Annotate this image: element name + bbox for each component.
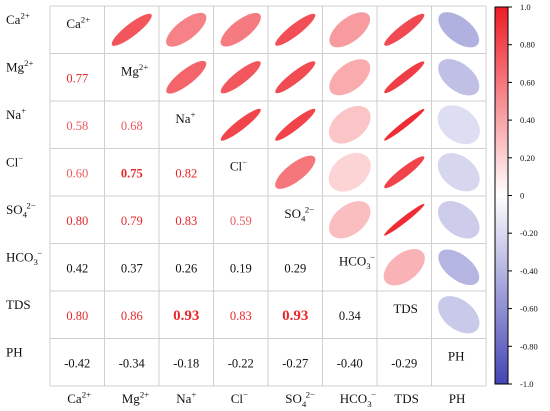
correlation-ellipse [437, 153, 480, 192]
correlation-value: 0.60 [66, 166, 88, 180]
correlation-ellipse [111, 13, 152, 46]
correlation-value: 0.93 [173, 308, 199, 324]
correlation-value: -0.18 [173, 356, 199, 370]
correlation-value: 0.59 [230, 214, 252, 228]
correlation-ellipse [437, 201, 480, 239]
correlation-ellipse [220, 61, 261, 94]
correlation-ellipse [329, 12, 371, 48]
colorbar-tick-label: -0.60 [520, 304, 538, 314]
column-label: Cl− [231, 390, 248, 406]
row-label: HCO3− [6, 248, 42, 267]
correlation-value: 0.42 [66, 261, 88, 275]
correlation-ellipse [438, 12, 480, 48]
column-label: PH [449, 391, 466, 406]
row-label: Mg2+ [6, 58, 33, 74]
colorbar-tick-label: 0.40 [520, 115, 535, 125]
correlation-value: 0.19 [230, 261, 252, 275]
column-label: Na+ [176, 390, 196, 406]
correlation-ellipse [275, 61, 316, 94]
correlation-ellipse [329, 201, 371, 239]
correlation-value: -0.42 [64, 356, 90, 370]
row-label: PH [6, 344, 23, 359]
correlation-ellipse [384, 203, 425, 236]
correlation-value: -0.27 [282, 356, 308, 370]
diagonal-label: HCO3− [339, 252, 375, 271]
grid-lines [49, 5, 487, 387]
diagonal-label: Ca2+ [66, 14, 90, 30]
correlation-value: 0.86 [121, 309, 143, 323]
column-label: HCO3− [340, 390, 376, 409]
colorbar-tick-label: -0.40 [520, 266, 538, 276]
correlation-ellipse [383, 249, 425, 286]
column-label: SO42− [285, 390, 315, 409]
correlation-ellipse [384, 61, 425, 94]
correlation-ellipse [384, 156, 425, 189]
colorbar-tick-label: 0 [520, 191, 524, 201]
correlation-value: 0.82 [175, 166, 197, 180]
correlation-value: 0.75 [121, 166, 143, 180]
column-label: TDS [394, 391, 419, 406]
correlation-ellipse [275, 13, 316, 46]
correlation-value: 0.83 [230, 309, 252, 323]
row-label: Na+ [6, 105, 26, 121]
colorbar-tick-label: 0.60 [520, 77, 535, 87]
correlation-value: 0.77 [66, 71, 88, 85]
column-label: Mg2+ [122, 390, 149, 406]
correlation-ellipse [166, 12, 207, 47]
correlation-ellipse [220, 12, 261, 47]
correlation-value: -0.22 [228, 356, 254, 370]
diagonal-label: SO42− [284, 204, 314, 223]
correlation-value: 0.80 [66, 214, 88, 228]
row-label: Cl− [6, 153, 23, 169]
correlation-ellipse [384, 13, 425, 46]
correlation-value: 0.68 [121, 119, 143, 133]
correlation-value: -0.40 [337, 356, 363, 370]
correlation-ellipse [166, 60, 207, 94]
correlation-value: 0.34 [339, 309, 362, 323]
diagonal-label: Na+ [175, 109, 195, 125]
row-label: Ca2+ [6, 10, 30, 26]
axis-labels: Ca2+ Ca2+ Mg2+ Mg2+ Na+ Na+ Cl− Cl− SO42− SO42− HC… [6, 10, 465, 409]
correlation-value: 0.80 [66, 309, 88, 323]
correlation-value: 0.83 [175, 214, 197, 228]
correlation-value: 0.37 [121, 261, 143, 275]
diagonal-label: Mg2+ [121, 62, 148, 78]
correlation-ellipse [220, 108, 261, 141]
correlation-value: 0.58 [66, 119, 88, 133]
correlation-ellipse [438, 296, 480, 334]
correlation-value: 0.93 [282, 308, 308, 324]
correlation-value: -0.29 [391, 356, 417, 370]
colorbar-tick-label: -1.0 [520, 379, 533, 389]
column-label: Ca2+ [67, 390, 91, 406]
row-label: TDS [6, 297, 31, 312]
correlation-value: 0.29 [284, 261, 306, 275]
correlation-ellipse [275, 155, 316, 189]
correlation-value: -0.34 [119, 356, 146, 370]
diagonal-label: Cl− [230, 157, 247, 173]
colorbar-tick-label: 1.0 [520, 2, 531, 12]
correlation-ellipse [328, 152, 371, 192]
correlation-ellipse [328, 105, 371, 144]
correlation-ellipse [275, 108, 316, 141]
correlation-ellipse [329, 59, 371, 96]
colorbar-gradient [494, 6, 509, 385]
correlation-ellipse [438, 59, 480, 96]
colorbar-tick-label: -0.20 [520, 228, 538, 238]
diagonal-label: PH [448, 348, 465, 363]
correlation-ellipse [438, 249, 480, 286]
matrix-cells: Ca2+ 0.77 Mg2+ 0.58 0.68 Na+ 0.60 0.75 0.82 Cl− 0.… [64, 12, 480, 370]
colorbar-tick-label: 0.20 [520, 153, 535, 163]
correlation-value: 0.79 [121, 214, 143, 228]
correlation-ellipse [384, 108, 425, 141]
colorbar-tick-label: -0.80 [520, 341, 538, 351]
correlation-ellipse [437, 105, 480, 145]
diagonal-label: TDS [393, 301, 418, 316]
colorbar: 1.0 0.80 0.60 0.40 0.20 0 -0.20 -0.40 -0.60 -0.80… [494, 2, 538, 389]
row-label: SO42− [6, 200, 36, 219]
colorbar-tick-label: 0.80 [520, 40, 535, 50]
correlation-value: 0.26 [175, 261, 197, 275]
